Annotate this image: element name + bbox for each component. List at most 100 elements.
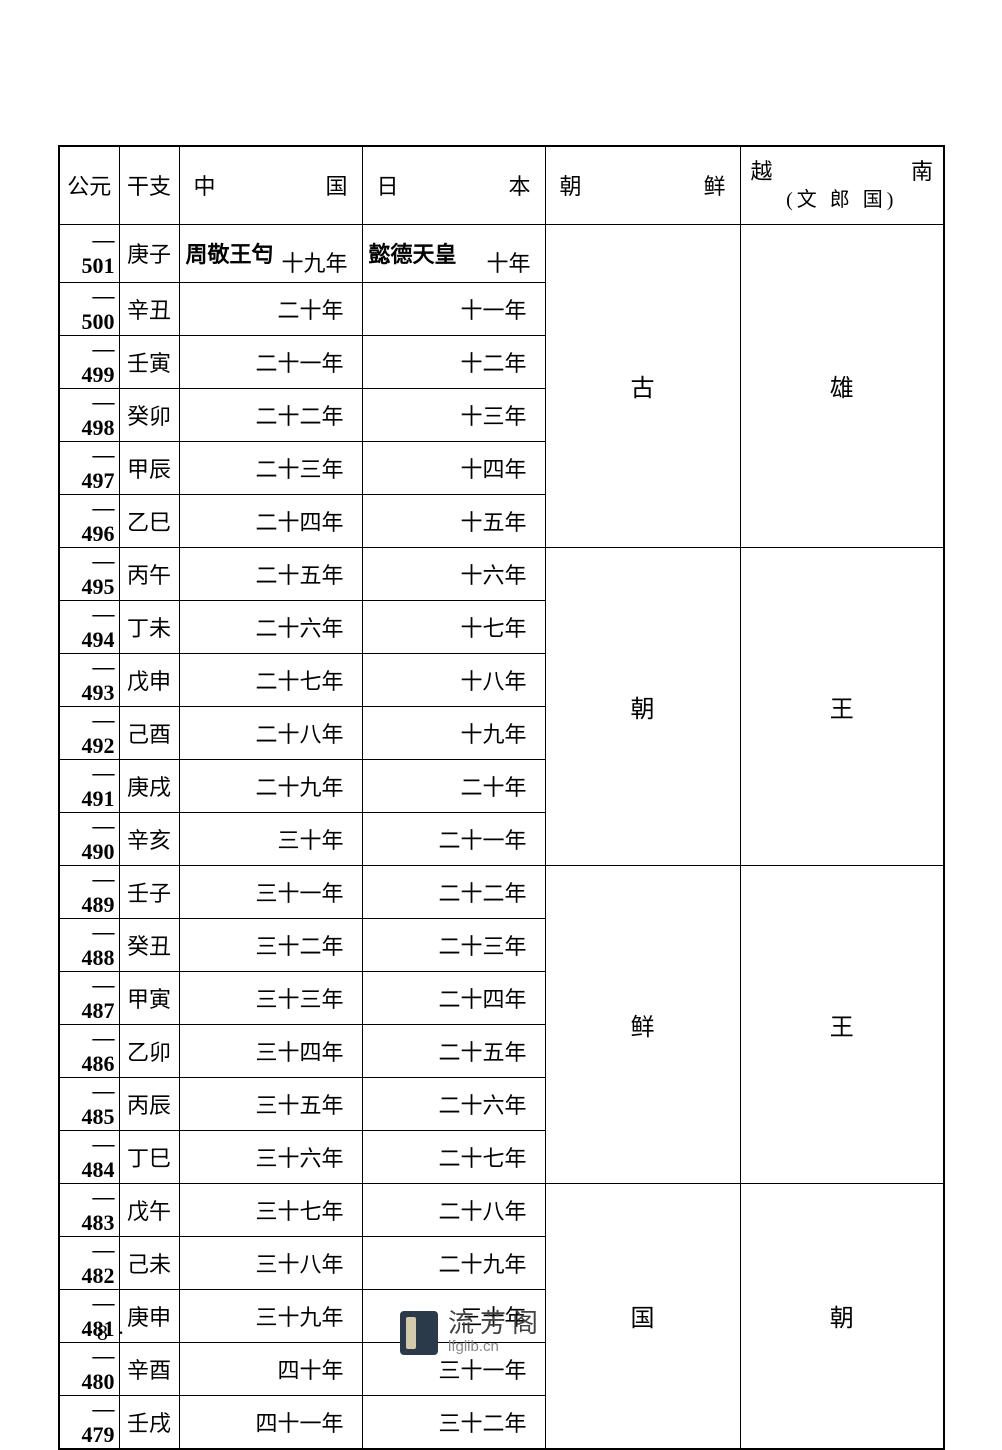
- china-cell: 三十九年: [179, 1289, 362, 1342]
- table-row: —501庚子周敬王匄十九年懿德天皇 十年古雄: [59, 224, 944, 282]
- year-cell: —500: [59, 282, 119, 335]
- ganzhi-cell: 丙午: [119, 547, 179, 600]
- china-cell: 三十五年: [179, 1077, 362, 1130]
- year-cell: —493: [59, 653, 119, 706]
- year-cell: —499: [59, 335, 119, 388]
- watermark-text: 流芳阁 lfglib.cn: [448, 1310, 544, 1355]
- china-cell: 三十二年: [179, 918, 362, 971]
- year-cell: —501: [59, 224, 119, 282]
- china-cell: 三十四年: [179, 1024, 362, 1077]
- vietnam-merged-cell: 王: [740, 547, 944, 865]
- header-japan-a: 日: [377, 169, 399, 201]
- table-row: —495丙午二十五年十六年朝王: [59, 547, 944, 600]
- header-korea-b: 鲜: [703, 169, 725, 201]
- japan-year: 十年: [486, 246, 530, 278]
- china-cell: 三十七年: [179, 1183, 362, 1236]
- year-cell: —483: [59, 1183, 119, 1236]
- vietnam-merged-cell: 朝: [740, 1183, 944, 1449]
- china-cell: 二十八年: [179, 706, 362, 759]
- japan-cell: 二十九年: [362, 1236, 545, 1289]
- ganzhi-cell: 壬子: [119, 865, 179, 918]
- china-cell: 二十五年: [179, 547, 362, 600]
- ganzhi-cell: 癸丑: [119, 918, 179, 971]
- book-icon: [400, 1311, 438, 1355]
- table-body: —501庚子周敬王匄十九年懿德天皇 十年古雄—500辛丑二十年十一年—499壬寅…: [59, 224, 944, 1449]
- header-china-a: 中: [194, 169, 216, 201]
- japan-cell: 十五年: [362, 494, 545, 547]
- ganzhi-cell: 己未: [119, 1236, 179, 1289]
- page-container: 公元 干支 中 国 日 本 朝 鲜: [58, 145, 943, 1450]
- ganzhi-cell: 庚戌: [119, 759, 179, 812]
- year-cell: —494: [59, 600, 119, 653]
- japan-cell: 二十四年: [362, 971, 545, 1024]
- watermark: 流芳阁 lfglib.cn: [400, 1310, 544, 1355]
- japan-cell: 二十七年: [362, 1130, 545, 1183]
- year-cell: —489: [59, 865, 119, 918]
- year-cell: —480: [59, 1342, 119, 1395]
- header-vietnam: 越 南 (文 郎 国): [740, 146, 944, 224]
- header-vietnam-a: 越: [751, 158, 773, 187]
- year-cell: —495: [59, 547, 119, 600]
- china-cell: 二十二年: [179, 388, 362, 441]
- ganzhi-cell: 庚子: [119, 224, 179, 282]
- ganzhi-cell: 丁巳: [119, 1130, 179, 1183]
- china-cell: 四十年: [179, 1342, 362, 1395]
- vietnam-merged-cell: 雄: [740, 224, 944, 547]
- japan-cell: 二十三年: [362, 918, 545, 971]
- ganzhi-cell: 丁未: [119, 600, 179, 653]
- china-cell: 二十年: [179, 282, 362, 335]
- korea-merged-cell: 古: [545, 224, 740, 547]
- japan-cell: 十三年: [362, 388, 545, 441]
- japan-cell: 二十八年: [362, 1183, 545, 1236]
- header-korea-a: 朝: [560, 169, 582, 201]
- table-row: —483戊午三十七年二十八年国朝: [59, 1183, 944, 1236]
- china-cell: 三十一年: [179, 865, 362, 918]
- year-cell: —490: [59, 812, 119, 865]
- china-year: 十九年: [281, 246, 347, 278]
- header-china-b: 国: [325, 169, 347, 201]
- watermark-url: lfglib.cn: [448, 1339, 544, 1356]
- japan-cell: 十二年: [362, 335, 545, 388]
- year-cell: —486: [59, 1024, 119, 1077]
- header-vietnam-b: 南: [911, 158, 933, 187]
- table-row: —489壬子三十一年二十二年鲜王: [59, 865, 944, 918]
- ganzhi-cell: 辛亥: [119, 812, 179, 865]
- year-cell: —485: [59, 1077, 119, 1130]
- china-cell: 三十三年: [179, 971, 362, 1024]
- header-row: 公元 干支 中 国 日 本 朝 鲜: [59, 146, 944, 224]
- japan-cell: 二十一年: [362, 812, 545, 865]
- japan-cell: 十四年: [362, 441, 545, 494]
- header-japan: 日 本: [362, 146, 545, 224]
- japan-cell: 十九年: [362, 706, 545, 759]
- china-cell: 三十年: [179, 812, 362, 865]
- ganzhi-cell: 癸卯: [119, 388, 179, 441]
- header-year: 公元: [59, 146, 119, 224]
- header-korea: 朝 鲜: [545, 146, 740, 224]
- ganzhi-cell: 壬寅: [119, 335, 179, 388]
- korea-merged-cell: 朝: [545, 547, 740, 865]
- header-china: 中 国: [179, 146, 362, 224]
- china-ruler: 周敬王匄: [186, 242, 274, 267]
- china-cell: 二十九年: [179, 759, 362, 812]
- ganzhi-cell: 甲寅: [119, 971, 179, 1024]
- page-number: · 8 ·: [80, 1320, 127, 1346]
- china-cell: 二十三年: [179, 441, 362, 494]
- china-cell: 二十六年: [179, 600, 362, 653]
- japan-cell: 二十二年: [362, 865, 545, 918]
- ganzhi-cell: 丙辰: [119, 1077, 179, 1130]
- japan-cell: 十一年: [362, 282, 545, 335]
- japan-cell: 十六年: [362, 547, 545, 600]
- china-cell: 二十一年: [179, 335, 362, 388]
- china-cell: 二十七年: [179, 653, 362, 706]
- year-cell: —482: [59, 1236, 119, 1289]
- china-cell: 周敬王匄十九年: [179, 224, 362, 282]
- year-cell: —479: [59, 1395, 119, 1449]
- japan-cell: 二十五年: [362, 1024, 545, 1077]
- japan-cell: 二十六年: [362, 1077, 545, 1130]
- china-cell: 四十一年: [179, 1395, 362, 1449]
- vietnam-merged-cell: 王: [740, 865, 944, 1183]
- korea-merged-cell: 国: [545, 1183, 740, 1449]
- ganzhi-cell: 壬戌: [119, 1395, 179, 1449]
- japan-cell: 二十年: [362, 759, 545, 812]
- year-cell: —492: [59, 706, 119, 759]
